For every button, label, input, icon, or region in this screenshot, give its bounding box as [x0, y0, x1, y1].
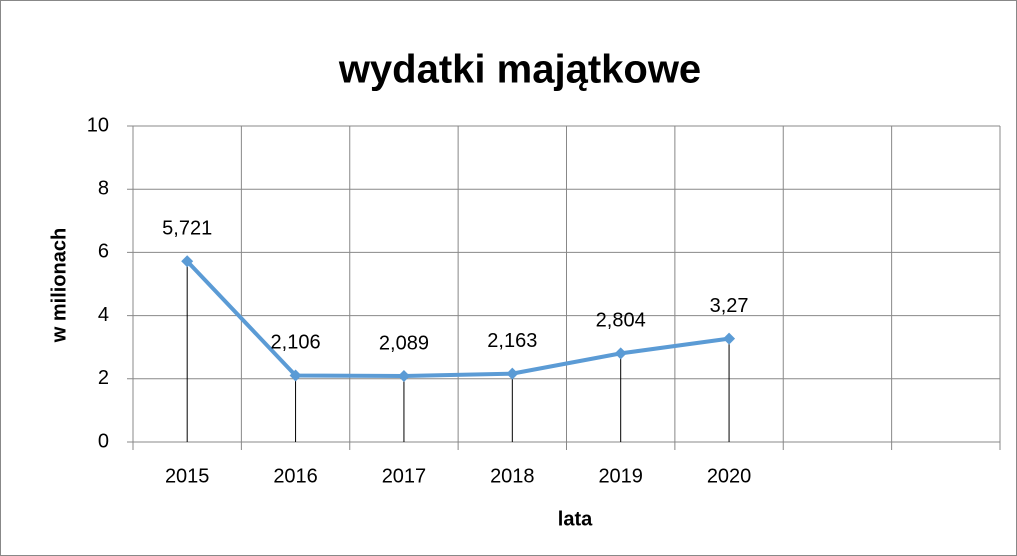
y-tick-label: 10: [87, 114, 109, 136]
point-marker: [181, 255, 194, 268]
y-tick-label: 6: [98, 241, 109, 263]
point-marker: [289, 369, 302, 382]
data-label: 3,27: [710, 295, 749, 317]
point-marker: [397, 369, 410, 382]
series-line: [185, 259, 730, 378]
data-label: 2,089: [379, 332, 429, 354]
data-label: 2,804: [596, 310, 646, 332]
point-marker: [614, 347, 627, 360]
point-marker: [506, 367, 519, 380]
x-tick-label: 2020: [707, 465, 752, 487]
y-axis-label: w milionach: [48, 228, 70, 343]
y-tick-label: 0: [98, 430, 109, 452]
x-tick-label: 2018: [490, 465, 535, 487]
x-tick-label: 2016: [273, 465, 318, 487]
y-tick-label: 2: [98, 367, 109, 389]
x-tick-label: 2015: [165, 465, 210, 487]
x-tick-label: 2019: [598, 465, 643, 487]
y-tick-label: 4: [98, 304, 109, 326]
y-tick-label: 8: [98, 177, 109, 199]
x-tick-label: 2017: [382, 465, 427, 487]
data-label: 2,163: [487, 330, 537, 352]
point-marker: [723, 332, 736, 345]
chart-title: wydatki majątkowe: [338, 48, 701, 92]
data-label: 5,721: [162, 217, 212, 239]
x-axis-label: lata: [558, 508, 593, 530]
data-label: 2,106: [271, 332, 321, 354]
